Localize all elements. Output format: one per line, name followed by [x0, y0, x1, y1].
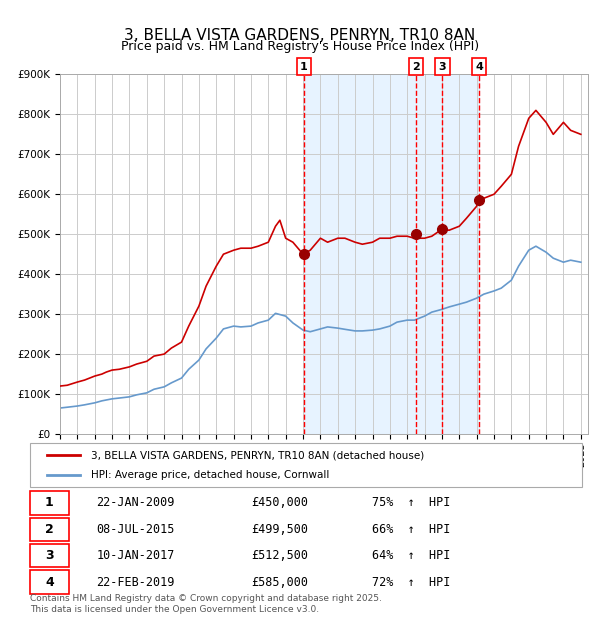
Text: 3: 3 [45, 549, 53, 562]
Bar [304, 74, 479, 434]
Text: 1: 1 [45, 497, 53, 510]
Text: 75%  ↑  HPI: 75% ↑ HPI [372, 497, 451, 510]
FancyBboxPatch shape [30, 492, 68, 515]
Text: 08-JUL-2015: 08-JUL-2015 [96, 523, 175, 536]
Text: £499,500: £499,500 [251, 523, 308, 536]
FancyBboxPatch shape [30, 518, 68, 541]
Text: 22-JAN-2009: 22-JAN-2009 [96, 497, 175, 510]
Text: 2: 2 [45, 523, 53, 536]
Text: 64%  ↑  HPI: 64% ↑ HPI [372, 549, 451, 562]
Text: Contains HM Land Registry data © Crown copyright and database right 2025.
This d: Contains HM Land Registry data © Crown c… [30, 595, 382, 614]
Text: 72%  ↑  HPI: 72% ↑ HPI [372, 575, 451, 588]
Text: 3, BELLA VISTA GARDENS, PENRYN, TR10 8AN: 3, BELLA VISTA GARDENS, PENRYN, TR10 8AN [124, 28, 476, 43]
FancyBboxPatch shape [30, 570, 68, 593]
Text: £512,500: £512,500 [251, 549, 308, 562]
Text: 3, BELLA VISTA GARDENS, PENRYN, TR10 8AN (detached house): 3, BELLA VISTA GARDENS, PENRYN, TR10 8AN… [91, 451, 424, 461]
Text: 4: 4 [45, 575, 53, 588]
FancyBboxPatch shape [30, 544, 68, 567]
Text: 3: 3 [439, 61, 446, 72]
Text: £450,000: £450,000 [251, 497, 308, 510]
Text: 1: 1 [300, 61, 308, 72]
Text: 66%  ↑  HPI: 66% ↑ HPI [372, 523, 451, 536]
Text: 22-FEB-2019: 22-FEB-2019 [96, 575, 175, 588]
Text: HPI: Average price, detached house, Cornwall: HPI: Average price, detached house, Corn… [91, 469, 329, 479]
FancyBboxPatch shape [30, 443, 582, 487]
Text: 10-JAN-2017: 10-JAN-2017 [96, 549, 175, 562]
Text: 4: 4 [475, 61, 483, 72]
Text: 2: 2 [412, 61, 420, 72]
Text: £585,000: £585,000 [251, 575, 308, 588]
Text: Price paid vs. HM Land Registry's House Price Index (HPI): Price paid vs. HM Land Registry's House … [121, 40, 479, 53]
